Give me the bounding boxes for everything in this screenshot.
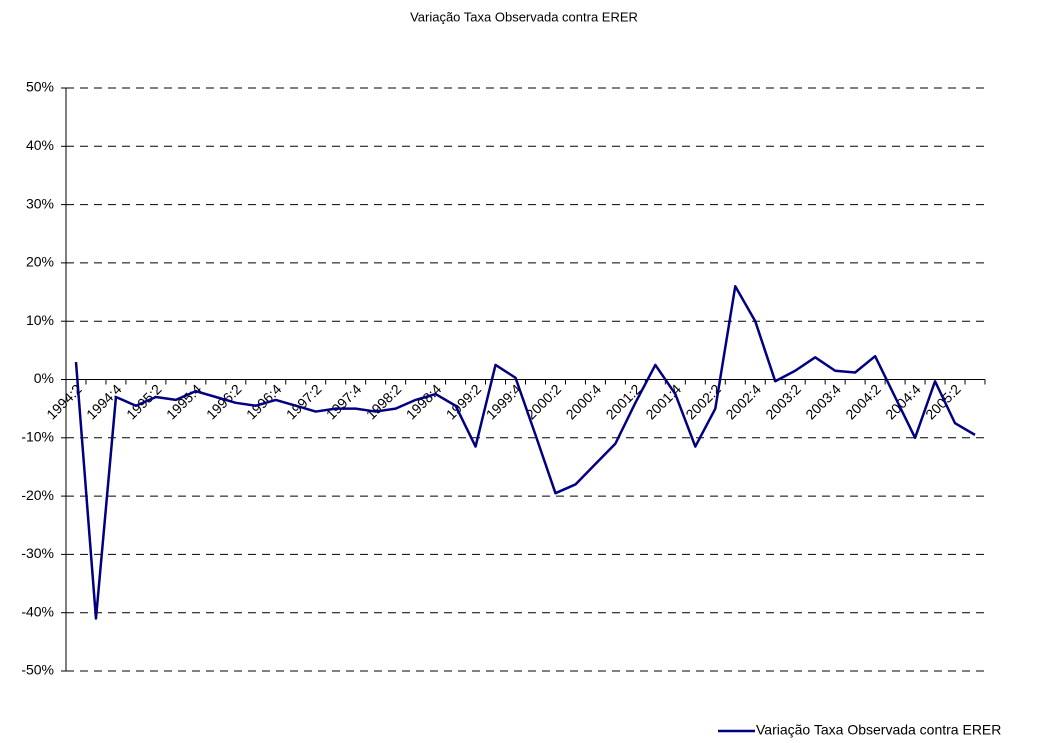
y-tick-label: 0% xyxy=(34,370,54,386)
line-series xyxy=(74,284,976,620)
x-tick-label: 2001:2 xyxy=(603,381,645,423)
y-tick-label: -30% xyxy=(21,545,54,561)
x-tick-label: 1997:2 xyxy=(283,381,325,423)
x-tick-label: 2003:2 xyxy=(762,381,804,423)
x-tick-label: 1996:2 xyxy=(203,381,245,423)
x-tick-label: 1995:4 xyxy=(163,381,205,423)
chart-title: Variação Taxa Observada contra ERER xyxy=(410,9,638,24)
y-tick-label: -40% xyxy=(21,603,54,619)
x-tick-label: 2002:4 xyxy=(722,381,764,423)
y-tick-label: 20% xyxy=(26,254,54,270)
y-tick-label: -10% xyxy=(21,429,54,445)
x-tick-label: 2000:4 xyxy=(563,381,605,423)
y-tick-label: 50% xyxy=(26,79,54,95)
y-tick-label: 40% xyxy=(26,137,54,153)
x-tick-label: 2004:4 xyxy=(882,381,924,423)
x-tick-label: 2003:4 xyxy=(802,381,844,423)
legend-label: Variação Taxa Observada contra ERER xyxy=(756,722,1001,738)
x-tick-label: 1997:4 xyxy=(323,381,365,423)
y-tick-label: 10% xyxy=(26,312,54,328)
x-tick-label: 1998:2 xyxy=(363,381,405,423)
x-tick-label: 2004:2 xyxy=(842,381,884,423)
y-tick-label: -50% xyxy=(21,662,54,678)
y-tick-label: 30% xyxy=(26,195,54,211)
y-tick-label: -20% xyxy=(21,487,54,503)
x-tick-label: 1994:4 xyxy=(83,381,125,423)
